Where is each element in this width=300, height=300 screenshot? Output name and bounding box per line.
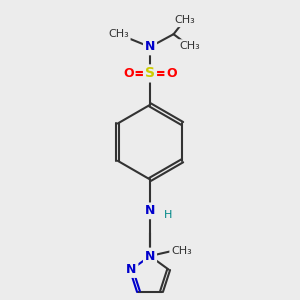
Text: N: N <box>145 40 155 53</box>
Text: CH₃: CH₃ <box>108 29 129 39</box>
Text: CH₃: CH₃ <box>171 246 192 256</box>
Text: CH₃: CH₃ <box>179 41 200 51</box>
Text: N: N <box>145 204 155 218</box>
Text: N: N <box>145 250 155 262</box>
Text: S: S <box>145 66 155 80</box>
Text: O: O <box>123 67 134 80</box>
Text: N: N <box>126 263 136 276</box>
Text: H: H <box>164 210 172 220</box>
Text: O: O <box>166 67 177 80</box>
Text: CH₃: CH₃ <box>174 15 195 26</box>
